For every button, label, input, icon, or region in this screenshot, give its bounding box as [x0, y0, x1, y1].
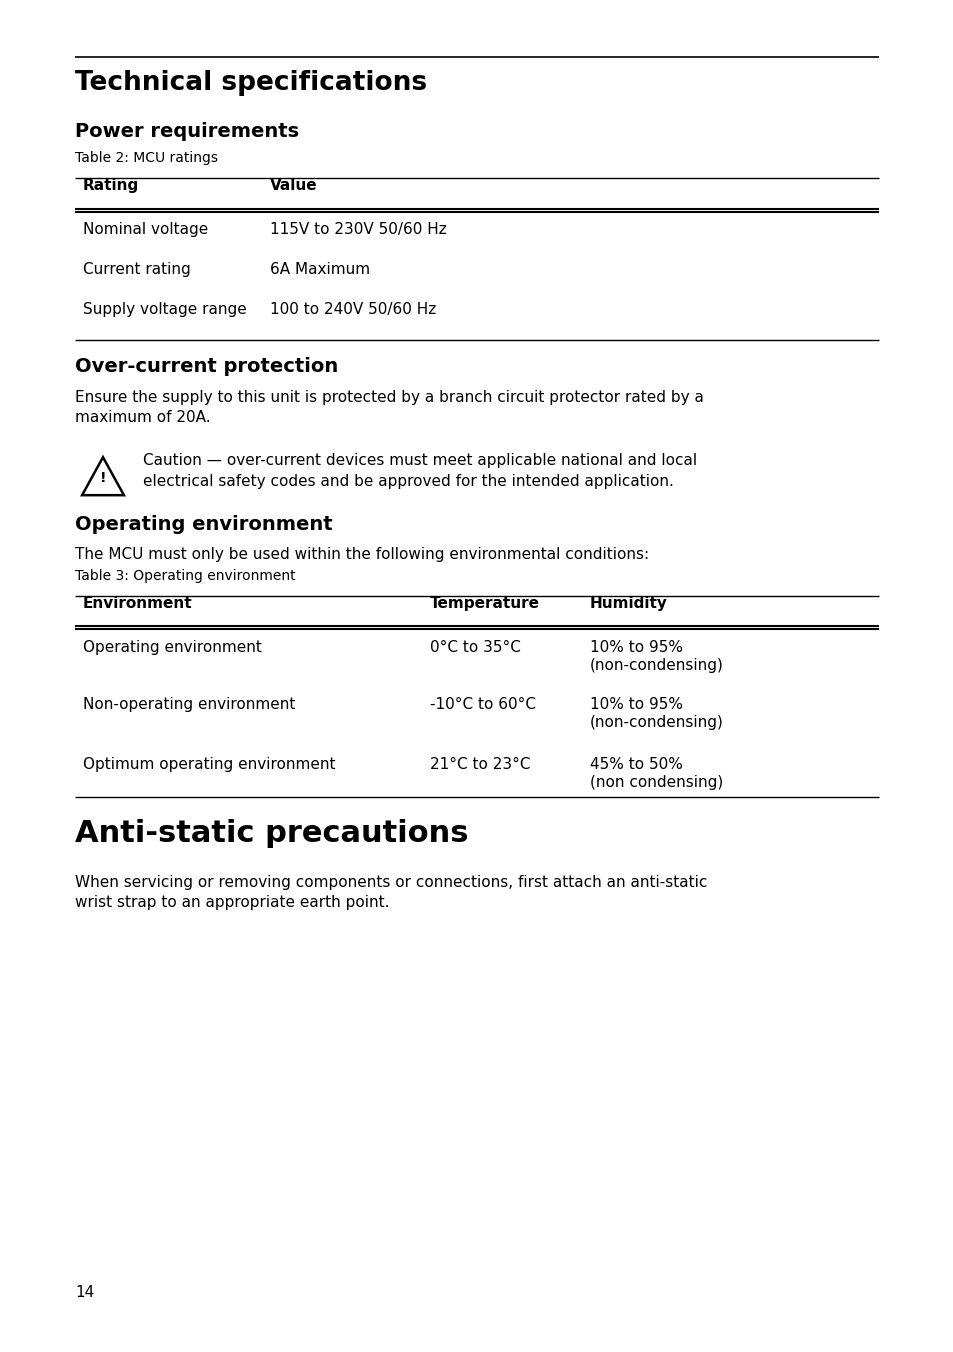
Text: Table 3: Operating environment: Table 3: Operating environment — [75, 569, 295, 583]
Text: Caution — over-current devices must meet applicable national and local: Caution — over-current devices must meet… — [143, 453, 697, 468]
Text: 6A Maximum: 6A Maximum — [270, 262, 370, 277]
Text: Environment: Environment — [83, 596, 193, 611]
Text: Nominal voltage: Nominal voltage — [83, 222, 208, 237]
Text: Ensure the supply to this unit is protected by a branch circuit protector rated : Ensure the supply to this unit is protec… — [75, 389, 703, 406]
Text: (non condensing): (non condensing) — [589, 775, 722, 790]
Text: Technical specifications: Technical specifications — [75, 70, 427, 96]
Text: -10°C to 60°C: -10°C to 60°C — [430, 698, 536, 713]
Text: The MCU must only be used within the following environmental conditions:: The MCU must only be used within the fol… — [75, 548, 648, 562]
Text: electrical safety codes and be approved for the intended application.: electrical safety codes and be approved … — [143, 475, 673, 489]
Text: Value: Value — [270, 178, 317, 193]
Text: Non-operating environment: Non-operating environment — [83, 698, 295, 713]
Text: Temperature: Temperature — [430, 596, 539, 611]
Text: 21°C to 23°C: 21°C to 23°C — [430, 757, 530, 772]
Text: Table 2: MCU ratings: Table 2: MCU ratings — [75, 151, 218, 165]
Text: 100 to 240V 50/60 Hz: 100 to 240V 50/60 Hz — [270, 301, 436, 316]
Text: 14: 14 — [75, 1284, 94, 1301]
Text: 10% to 95%: 10% to 95% — [589, 639, 682, 654]
Text: (non-condensing): (non-condensing) — [589, 658, 723, 673]
Text: When servicing or removing components or connections, first attach an anti-stati: When servicing or removing components or… — [75, 875, 706, 890]
Text: 0°C to 35°C: 0°C to 35°C — [430, 639, 520, 654]
Text: 115V to 230V 50/60 Hz: 115V to 230V 50/60 Hz — [270, 222, 446, 237]
Text: !: ! — [100, 470, 106, 485]
Text: Rating: Rating — [83, 178, 139, 193]
Text: (non-condensing): (non-condensing) — [589, 715, 723, 730]
Text: Over-current protection: Over-current protection — [75, 357, 338, 376]
Text: Operating environment: Operating environment — [75, 515, 333, 534]
Text: Supply voltage range: Supply voltage range — [83, 301, 247, 316]
Text: Anti-static precautions: Anti-static precautions — [75, 819, 468, 848]
Text: Power requirements: Power requirements — [75, 122, 299, 141]
Text: Optimum operating environment: Optimum operating environment — [83, 757, 335, 772]
Text: maximum of 20A.: maximum of 20A. — [75, 410, 211, 425]
Text: Operating environment: Operating environment — [83, 639, 262, 654]
Text: 10% to 95%: 10% to 95% — [589, 698, 682, 713]
Text: Humidity: Humidity — [589, 596, 667, 611]
Text: Current rating: Current rating — [83, 262, 191, 277]
Text: wrist strap to an appropriate earth point.: wrist strap to an appropriate earth poin… — [75, 895, 389, 910]
Text: 45% to 50%: 45% to 50% — [589, 757, 682, 772]
